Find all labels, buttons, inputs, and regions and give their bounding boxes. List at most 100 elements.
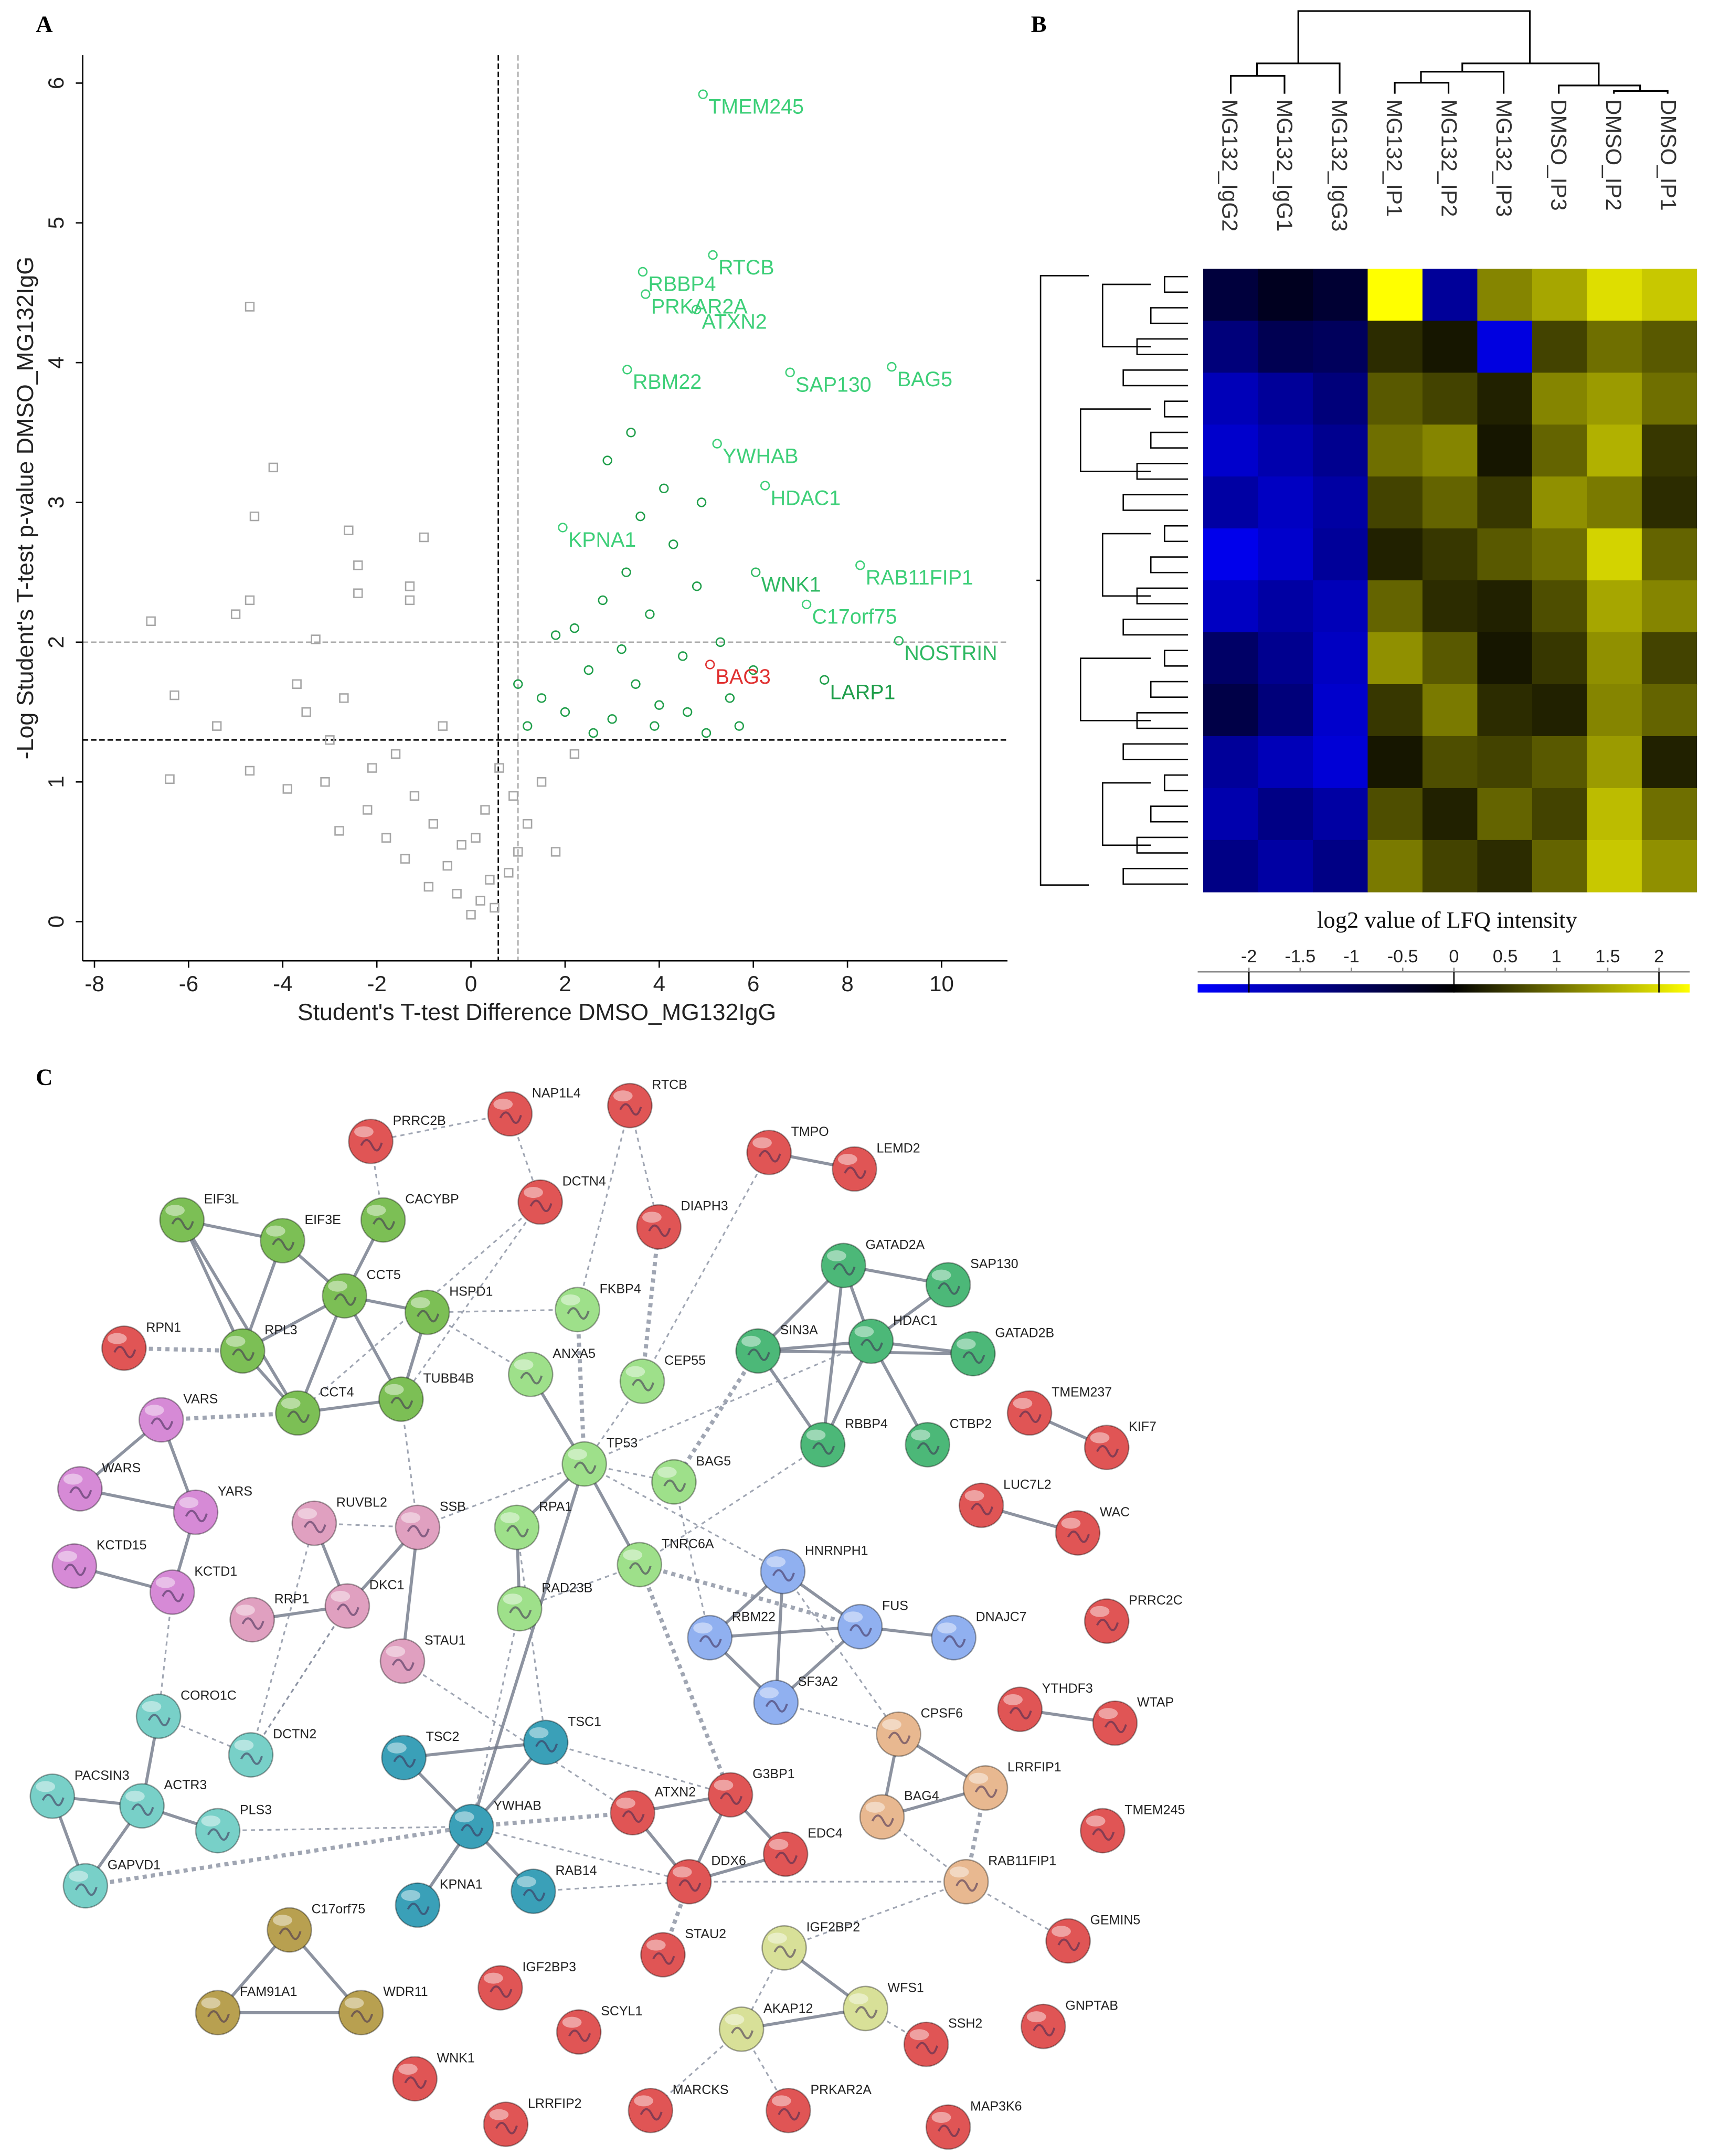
node-highlight [949, 1866, 969, 1878]
heatmap-cell [1367, 321, 1423, 374]
heatmap-cell [1477, 736, 1533, 789]
node: PRRC2B [348, 1113, 446, 1164]
data-point [536, 777, 547, 787]
data-point [409, 791, 420, 801]
node-structure [407, 1903, 430, 1915]
node: KPNA1 [395, 1877, 483, 1928]
heatmap-cell [1587, 684, 1642, 737]
node-structure [699, 1635, 722, 1648]
node-highlight [63, 1473, 83, 1485]
node-highlight [843, 1611, 863, 1623]
node: YARS [173, 1484, 252, 1535]
heatmap-cell [1312, 840, 1368, 893]
heatmap-cell [1532, 373, 1588, 425]
node-label: CEP55 [664, 1353, 706, 1368]
heatmap-cell [1367, 632, 1423, 685]
data-point [457, 840, 466, 850]
node-label: RAB11FIP1 [988, 1854, 1056, 1868]
heatmap-cell [1422, 424, 1478, 477]
data-point [712, 439, 722, 449]
node-highlight [741, 1335, 761, 1347]
data-point [617, 644, 627, 654]
node-structure [391, 1659, 415, 1671]
node-structure [719, 1792, 743, 1805]
node-label: PRRC2C [1129, 1593, 1183, 1608]
edge [782, 1571, 899, 1735]
node-structure [833, 1263, 856, 1276]
data-point [400, 854, 410, 864]
heatmap-cell [1258, 580, 1313, 633]
edge [516, 1527, 547, 1743]
node-highlight [155, 1577, 175, 1588]
data-point [513, 679, 523, 689]
node-highlight [1003, 1694, 1023, 1705]
heatmap-cell [1312, 424, 1368, 477]
node-highlight [969, 1772, 989, 1784]
node-label: TMEM245 [1124, 1802, 1185, 1817]
node-highlight [125, 1790, 145, 1802]
node-highlight [672, 1866, 692, 1878]
node-label: LRRFIP2 [528, 2096, 582, 2111]
node-structure [652, 1952, 675, 1965]
node-structure [849, 1624, 872, 1637]
node-label: DDX6 [711, 1854, 746, 1868]
edges [51, 1105, 1116, 2111]
node-highlight [493, 1098, 513, 1110]
heatmap-cell [1203, 424, 1259, 477]
node-label: KCTD1 [194, 1564, 237, 1579]
node: RRP1 [229, 1591, 309, 1643]
data-point [405, 581, 415, 591]
data-point [339, 693, 349, 703]
node-structure [956, 1879, 979, 1892]
point-label: KPNA1 [568, 528, 636, 551]
heatmap-cell [1532, 840, 1588, 893]
heatmap-cell [1641, 424, 1697, 477]
point-label: C17orf75 [812, 606, 897, 629]
node-label: FUS [882, 1599, 908, 1613]
node-label: DNAJC7 [976, 1610, 1027, 1624]
node-structure [758, 1150, 781, 1163]
heatmap-cell [1587, 424, 1642, 477]
node-structure [567, 1307, 590, 1320]
heatmap-cell [1258, 321, 1313, 374]
node: WNK1 [392, 2051, 475, 2102]
data-point [325, 735, 335, 745]
edge [545, 1741, 731, 1796]
edge [575, 1309, 587, 1464]
data-point [475, 896, 485, 906]
node-label: CCT5 [367, 1268, 401, 1282]
node: MARCKS [628, 2083, 728, 2133]
data-point [696, 497, 707, 507]
node: DDX6 [666, 1854, 746, 1905]
edge [533, 1881, 689, 1893]
node-label: SCYL1 [601, 2004, 642, 2019]
node-highlight [179, 1497, 199, 1509]
node-structure [629, 1562, 652, 1575]
edge [470, 1463, 586, 1827]
point-label: NOSTRIN [904, 642, 997, 665]
x-tick-label: -2 [367, 971, 386, 996]
node-highlight [524, 1187, 543, 1198]
node-highlight [848, 1993, 868, 2005]
node: TSC1 [523, 1714, 601, 1766]
node-structure [568, 2030, 591, 2042]
node: SCYL1 [556, 2004, 642, 2055]
node-label: SAP130 [970, 1257, 1018, 1271]
data-point [654, 700, 664, 710]
node-highlight [1090, 1606, 1110, 1617]
node-structure [648, 1224, 671, 1237]
data-point [607, 714, 617, 724]
node-structure [860, 1339, 883, 1352]
node-label: TSC2 [426, 1729, 460, 1744]
node-structure [678, 1879, 702, 1892]
node-structure [360, 1139, 383, 1152]
node-structure [334, 1293, 357, 1306]
node: GAPVD1 [62, 1858, 161, 1909]
heatmap-cell [1367, 373, 1423, 425]
node: DNAJC7 [931, 1610, 1027, 1661]
data-point [428, 819, 438, 829]
data-point [668, 539, 678, 549]
node: TMEM237 [1006, 1385, 1112, 1436]
node-structure [113, 1345, 136, 1358]
heatmap-cell [1422, 476, 1478, 529]
